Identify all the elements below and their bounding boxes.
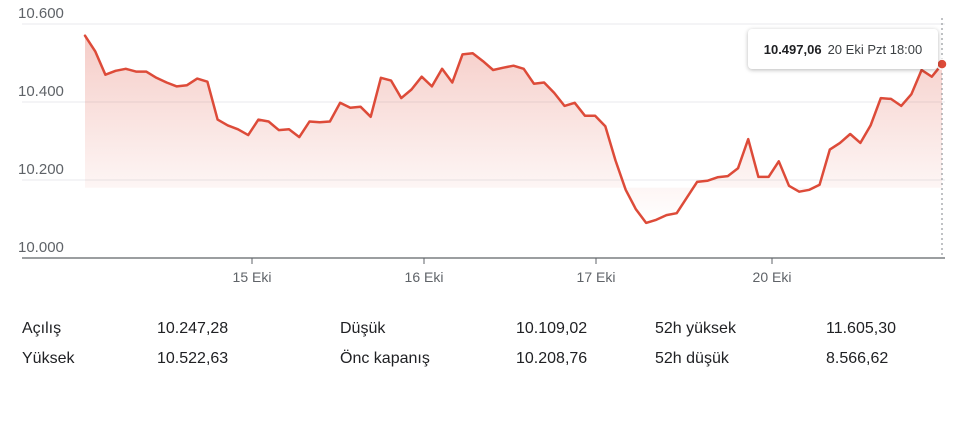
stat-label-low: Düşük [340,320,386,337]
stat-label-high: Yüksek [22,350,75,367]
stat-value-high: 10.522,63 [157,350,229,367]
tooltip-time: 20 Eki Pzt 18:00 [827,41,923,57]
stat-label-52w-low: 52h düşük [655,350,729,367]
y-tick-label: 10.200 [18,161,64,178]
price-area-fill [85,35,942,223]
y-tick-label: 10.600 [18,5,64,22]
stats-row: Yüksek 10.522,63 Önc kapanış 10.208,76 5… [0,348,960,378]
stat-value-prev-close: 10.208,76 [516,350,588,367]
x-axis-labels: 15 Eki 16 Eki 17 Eki 20 Eki [233,258,792,285]
stat-value-52w-high: 11.605,30 [826,320,896,337]
y-tick-label: 10.400 [18,83,64,100]
stat-label-open: Açılış [22,320,62,337]
x-tick-label: 16 Eki [405,269,444,285]
hover-tooltip: 10.497,06 20 Eki Pzt 18:00 [748,29,938,69]
stat-value-open: 10.247,28 [157,320,229,337]
x-tick-label: 15 Eki [233,269,272,285]
x-tick-label: 20 Eki [753,269,792,285]
stat-value-low: 10.109,02 [516,320,588,337]
x-tick-label: 17 Eki [577,269,616,285]
hover-point-marker [936,58,948,70]
price-line [83,34,944,225]
y-tick-label: 10.000 [18,239,64,256]
tooltip-value: 10.497,06 [763,41,822,57]
stats-row: Açılış 10.247,28 Düşük 10.109,02 52h yük… [0,318,960,348]
stat-label-prev-close: Önc kapanış [340,350,430,367]
y-axis-labels: 10.600 10.400 10.200 10.000 [18,5,64,256]
stat-value-52w-low: 8.566,62 [826,350,889,367]
stat-label-52w-high: 52h yüksek [655,320,736,337]
stats-table: Açılış 10.247,28 Düşük 10.109,02 52h yük… [0,318,960,378]
price-chart[interactable]: 10.600 10.400 10.200 10.000 15 Eki 16 Eki 17 … [0,0,960,300]
